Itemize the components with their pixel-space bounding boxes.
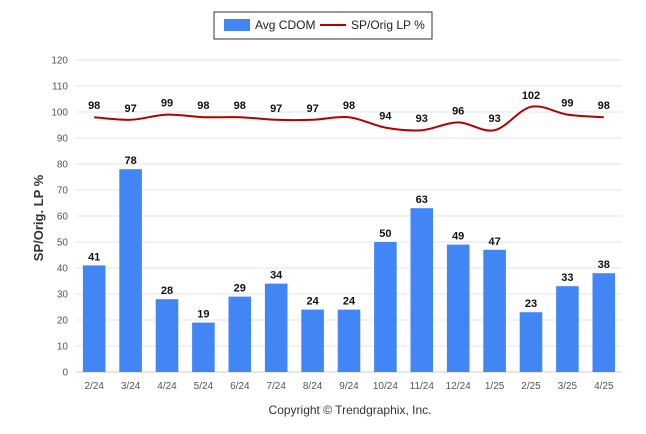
bar-value-label: 24 — [306, 296, 319, 308]
bar — [264, 283, 288, 372]
bar — [337, 309, 361, 372]
bar-value-label: 24 — [343, 296, 356, 308]
x-tick-label: 5/24 — [194, 381, 214, 392]
y-tick-label: 120 — [51, 56, 68, 67]
line-value-label: 98 — [197, 100, 209, 112]
line-value-label: 98 — [234, 100, 246, 112]
y-tick-label: 10 — [57, 342, 69, 353]
bar — [192, 322, 215, 372]
y-axis-title: SP/Orig. LP % — [31, 174, 46, 261]
line-value-label: 97 — [306, 103, 318, 115]
x-tick-label: 4/24 — [157, 381, 177, 392]
bar — [446, 244, 470, 372]
y-tick-label: 100 — [51, 108, 68, 119]
bar-value-label: 19 — [197, 309, 209, 321]
line-value-label: 98 — [88, 100, 100, 112]
bar — [519, 312, 543, 372]
line-value-label: 99 — [161, 98, 173, 110]
bar-value-label: 63 — [416, 194, 428, 206]
sp-orig-lp-line — [94, 105, 604, 132]
y-tick-label: 30 — [57, 290, 69, 301]
bar-value-label: 23 — [525, 298, 537, 310]
x-tick-label: 2/24 — [84, 381, 104, 392]
line-series — [94, 105, 604, 132]
bar — [410, 208, 434, 372]
line-value-label: 97 — [270, 103, 282, 115]
line-value-label: 99 — [561, 98, 573, 110]
y-tick-label: 80 — [57, 160, 69, 171]
bar-value-label: 47 — [488, 236, 500, 248]
bar — [483, 249, 506, 372]
bar-value-label: 49 — [452, 231, 464, 243]
x-tick-label: 2/25 — [521, 381, 541, 392]
bar — [119, 169, 142, 372]
y-tick-label: 60 — [57, 212, 69, 223]
line-value-label: 102 — [522, 90, 540, 102]
x-tick-label: 8/24 — [303, 381, 323, 392]
y-tick-label: 20 — [57, 316, 69, 327]
line-value-label: 98 — [598, 100, 610, 112]
x-tick-label: 3/25 — [558, 381, 578, 392]
x-tick-label: 9/24 — [339, 381, 359, 392]
line-value-label: 94 — [379, 111, 392, 123]
x-tick-label: 4/25 — [594, 381, 614, 392]
data-labels: 41 78 28 19 29 34 24 24 50 63 49 47 23 33 38 98 97 99 98 98… — [88, 90, 610, 321]
x-tick-label: 11/24 — [410, 381, 435, 392]
y-tick-label: 70 — [57, 186, 69, 197]
x-tick-label: 3/24 — [121, 381, 141, 392]
legend: Avg CDOM SP/Orig LP % — [213, 11, 433, 40]
copyright-text: Copyright © Trendgraphix, Inc. — [269, 403, 432, 417]
x-tick-label: 12/24 — [446, 381, 471, 392]
x-tick-label: 6/24 — [230, 381, 250, 392]
legend-swatch-avg-cdom — [224, 19, 250, 31]
bar-value-label: 28 — [161, 285, 173, 297]
y-tick-label: 90 — [57, 134, 69, 145]
bar — [301, 309, 324, 372]
bar-value-label: 29 — [234, 283, 246, 295]
x-tick-label: 1/25 — [485, 381, 505, 392]
bar — [374, 242, 397, 372]
line-value-label: 98 — [343, 100, 355, 112]
legend-label-sp-orig-lp: SP/Orig LP % — [351, 18, 425, 32]
bar — [556, 286, 579, 372]
y-tick-label: 110 — [52, 82, 68, 93]
line-value-label: 93 — [416, 113, 428, 125]
bar-value-label: 78 — [124, 155, 136, 167]
legend-label-avg-cdom: Avg CDOM — [255, 18, 315, 32]
line-value-label: 93 — [488, 113, 500, 125]
y-tick-label: 40 — [57, 264, 69, 275]
bar-value-label: 33 — [561, 272, 573, 284]
bar — [82, 265, 106, 372]
line-value-label: 97 — [124, 103, 136, 115]
y-tick-label: 50 — [57, 238, 69, 249]
bar-value-label: 38 — [598, 259, 610, 271]
bar-value-label: 34 — [270, 270, 283, 282]
x-tick-label: 10/24 — [373, 381, 398, 392]
bar-value-label: 50 — [379, 228, 391, 240]
bar — [155, 299, 179, 372]
bar — [592, 273, 616, 372]
line-value-label: 96 — [452, 105, 464, 117]
bar-value-label: 41 — [88, 251, 100, 263]
y-tick-label: 0 — [62, 368, 68, 379]
bar-series — [82, 169, 616, 372]
x-tick-label: 7/24 — [266, 381, 286, 392]
bar — [228, 296, 252, 372]
